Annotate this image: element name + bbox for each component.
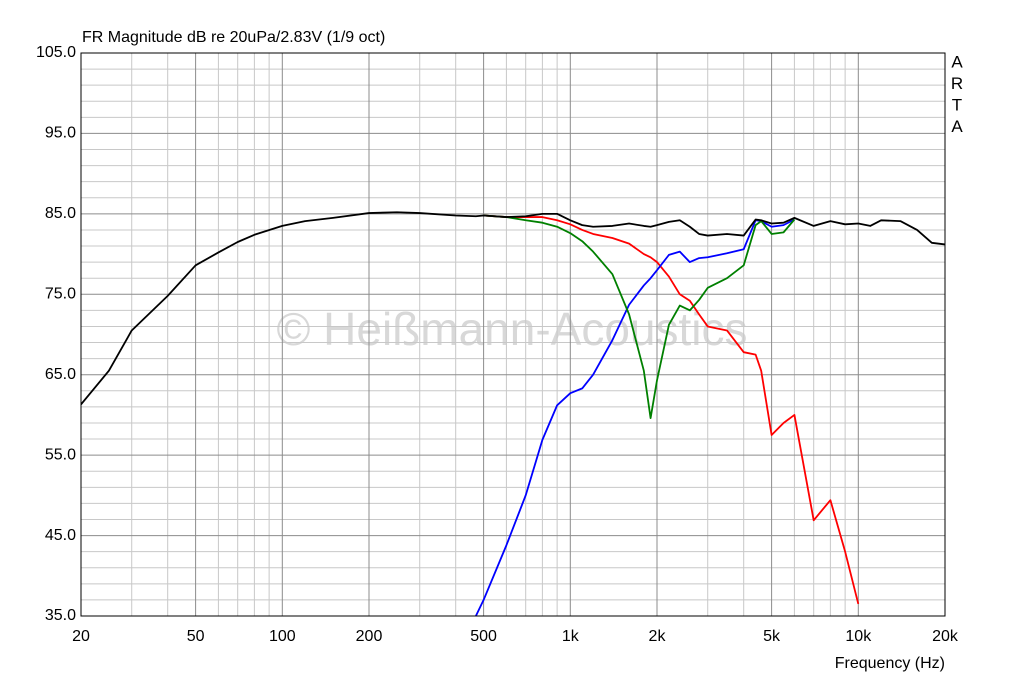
y-tick-label: 45.0 [45,527,76,544]
y-tick-label: 65.0 [45,366,76,383]
x-tick-label: 1k [562,628,580,645]
side-label: A [951,117,963,136]
y-tick-label: 95.0 [45,125,76,142]
x-tick-label: 10k [845,628,872,645]
y-tick-label: 105.0 [36,44,76,61]
y-tick-label: 85.0 [45,205,76,222]
x-tick-label: 20 [72,628,90,645]
side-label: A [951,52,963,71]
x-tick-label: 5k [763,628,781,645]
series-line [483,214,796,420]
series-line [483,214,860,605]
x-tick-label: 200 [356,628,383,645]
watermark: © Heißmann-Acoustics [276,303,747,355]
y-tick-label: 35.0 [45,607,76,624]
y-tick-label: 55.0 [45,446,76,463]
side-label: R [951,74,963,93]
chart-title: FR Magnitude dB re 20uPa/2.83V (1/9 oct) [82,29,385,46]
side-label: T [952,95,962,114]
x-axis-label: Frequency (Hz) [835,655,945,672]
y-tick-label: 75.0 [45,286,76,303]
plot-frame [80,52,946,617]
x-tick-label: 500 [470,628,497,645]
x-tick-label: 2k [649,628,667,645]
series-line [475,218,795,616]
x-tick-label: 20k [932,628,959,645]
series-line [81,211,945,406]
x-tick-label: 100 [269,628,296,645]
x-tick-label: 50 [187,628,205,645]
